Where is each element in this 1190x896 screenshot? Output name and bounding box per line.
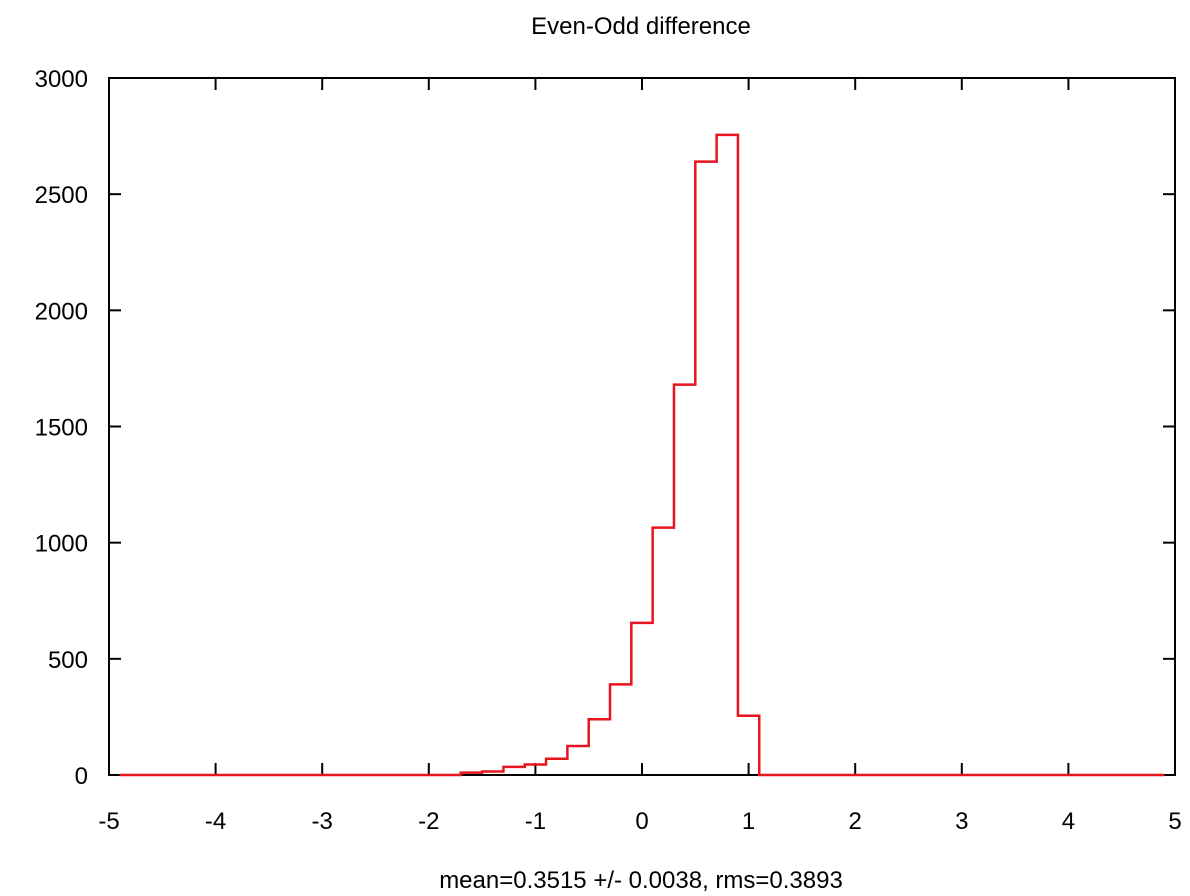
- y-tick-label: 2500: [35, 182, 88, 209]
- x-tick-label: -5: [98, 808, 119, 835]
- x-tick-label: 1: [742, 808, 755, 835]
- plot-frame: [109, 78, 1175, 775]
- x-tick-labels: -5 -4 -3 -2 -1 0 1 2 3 4 5: [98, 808, 1181, 835]
- y-tick-label: 1000: [35, 531, 88, 558]
- histogram-bin: [695, 162, 716, 775]
- histogram-outline: [120, 135, 1165, 775]
- x-tick-label: 2: [849, 808, 862, 835]
- y-tick-label: 0: [75, 763, 88, 790]
- x-tick-label: -4: [205, 808, 226, 835]
- histogram-bin: [567, 746, 588, 775]
- x-tick-label: 4: [1062, 808, 1075, 835]
- histogram-bin: [589, 719, 610, 775]
- histogram-bin: [653, 528, 674, 775]
- chart-title: Even-Odd difference: [531, 13, 751, 40]
- histogram-bin: [631, 623, 652, 775]
- y-tick-label: 2000: [35, 298, 88, 325]
- x-tick-label: 0: [635, 808, 648, 835]
- y-tick-label: 500: [48, 647, 88, 674]
- y-tick-labels: 0 500 1000 1500 2000 2500 3000: [35, 66, 88, 790]
- x-tick-label: -3: [312, 808, 333, 835]
- x-tick-label: 5: [1168, 808, 1181, 835]
- histogram-bin: [674, 385, 695, 775]
- y-tick-label: 3000: [35, 66, 88, 93]
- x-tick-label: -2: [418, 808, 439, 835]
- y-tick-label: 1500: [35, 415, 88, 442]
- x-axis-label: mean=0.3515 +/- 0.0038, rms=0.3893: [439, 867, 843, 894]
- histogram-bin: [546, 759, 567, 775]
- x-tick-label: -1: [525, 808, 546, 835]
- histogram-bin: [717, 135, 738, 775]
- histogram-bins: [461, 135, 759, 775]
- x-tick-label: 3: [955, 808, 968, 835]
- axis-ticks: [109, 78, 1175, 775]
- histogram-bin: [610, 684, 631, 775]
